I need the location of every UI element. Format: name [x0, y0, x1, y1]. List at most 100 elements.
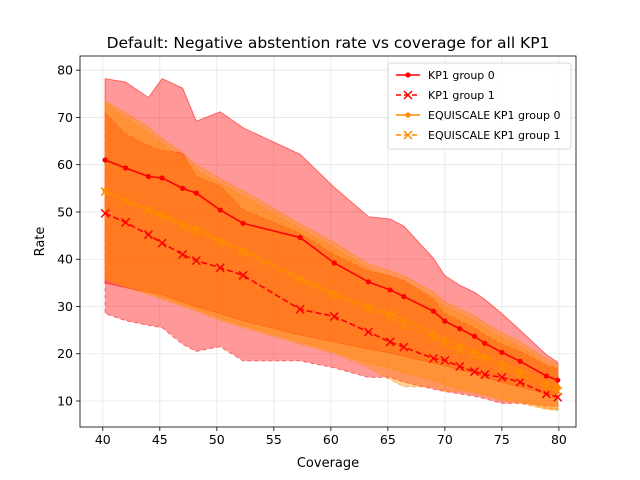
data-point [430, 308, 437, 314]
x-tick-label: 60 [323, 432, 339, 447]
data-point [295, 304, 305, 314]
data-point [515, 377, 525, 387]
data-point [440, 355, 450, 365]
y-tick-label: 30 [57, 299, 73, 314]
data-point [517, 358, 523, 364]
confidence-bands [104, 78, 559, 412]
y-axis-label: Rate [33, 227, 48, 257]
x-tick-label: 80 [551, 432, 567, 447]
data-point [295, 275, 305, 286]
legend-label: KP1 group 1 [428, 89, 495, 102]
data-point [553, 386, 563, 396]
legend-box [387, 62, 572, 150]
data-point [555, 384, 561, 390]
series-markers [100, 208, 563, 402]
data-point [387, 287, 393, 293]
data-point [385, 312, 395, 322]
data-point [517, 367, 523, 373]
data-point [403, 130, 413, 140]
x-tick-label: 40 [95, 432, 111, 447]
data-point [297, 234, 303, 241]
series-line [104, 212, 558, 398]
x-axis-label: Coverage [297, 456, 359, 471]
data-point [555, 377, 561, 383]
data-point [471, 348, 478, 354]
data-point [480, 370, 490, 380]
data-point [193, 190, 199, 196]
legend-item: EQUISCALE KP1 group 1 [396, 129, 560, 142]
y-tick-label: 50 [57, 204, 73, 219]
data-point [428, 353, 439, 364]
x-tick-label: 65 [380, 432, 396, 447]
data-point [238, 270, 248, 280]
x-tick-label: 75 [494, 432, 510, 447]
data-point [428, 332, 439, 342]
data-point [240, 220, 246, 226]
data-point [482, 353, 488, 359]
data-point [403, 90, 413, 100]
series-line [104, 159, 559, 381]
legend-label: EQUISCALE KP1 group 1 [428, 129, 560, 142]
data-point [497, 363, 507, 373]
data-point [457, 326, 463, 332]
data-point [455, 361, 465, 372]
data-point [499, 349, 505, 355]
data-point [405, 72, 411, 78]
data-point [515, 370, 525, 380]
legend-label: KP1 group 0 [428, 69, 495, 82]
data-point [365, 279, 372, 285]
data-point [399, 342, 409, 352]
y-tick-label: 80 [57, 63, 73, 78]
data-point [363, 304, 374, 314]
data-point [157, 212, 167, 222]
chart-title: Default: Negative abstention rate vs cov… [107, 34, 550, 52]
x-tick-label: 70 [437, 432, 453, 447]
data-point [143, 230, 153, 240]
series-line [104, 189, 559, 388]
legend-item: EQUISCALE KP1 group 0 [396, 109, 560, 122]
data-point [543, 380, 549, 386]
data-point [143, 206, 153, 216]
data-point [363, 327, 374, 337]
data-point [178, 221, 188, 231]
y-tick-label: 20 [57, 346, 73, 361]
data-point [102, 157, 108, 163]
data-point [405, 112, 411, 118]
data-point [191, 227, 201, 237]
data-point [442, 336, 448, 343]
data-point [401, 317, 407, 323]
data-point [329, 291, 339, 301]
data-point [331, 260, 337, 266]
data-point [385, 337, 395, 347]
series-markers [100, 187, 563, 396]
data-point [329, 311, 339, 321]
data-point [543, 373, 549, 379]
legend-item: KP1 group 1 [396, 89, 495, 102]
data-point [469, 367, 480, 377]
y-tick-label: 40 [57, 252, 73, 267]
legend: KP1 group 0 KP1 group 1 EQUISCALE KP1 grou… [387, 62, 572, 150]
confidence-band [104, 102, 559, 412]
data-point [401, 293, 407, 300]
data-point [455, 345, 465, 355]
data-point [159, 175, 165, 181]
data-point [480, 355, 490, 365]
y-tick-label: 60 [57, 157, 73, 172]
data-point [217, 207, 223, 213]
data-point [145, 173, 152, 180]
x-tick-label: 55 [266, 432, 282, 447]
data-point [469, 351, 480, 361]
legend-label: EQUISCALE KP1 group 0 [428, 109, 560, 122]
data-point [541, 389, 551, 399]
axis-ticks: 40 45 50 55 60 65 70 75 80 10 20 30 40 50 60 70 80 [57, 63, 567, 447]
series-lines [100, 157, 563, 402]
series-markers [102, 157, 561, 383]
data-point [215, 263, 225, 273]
data-point [178, 249, 188, 260]
y-tick-label: 70 [57, 110, 73, 125]
data-point [457, 342, 463, 348]
data-point [440, 339, 450, 349]
data-point [238, 247, 248, 257]
data-point [121, 196, 131, 206]
plot-frame [79, 55, 577, 428]
